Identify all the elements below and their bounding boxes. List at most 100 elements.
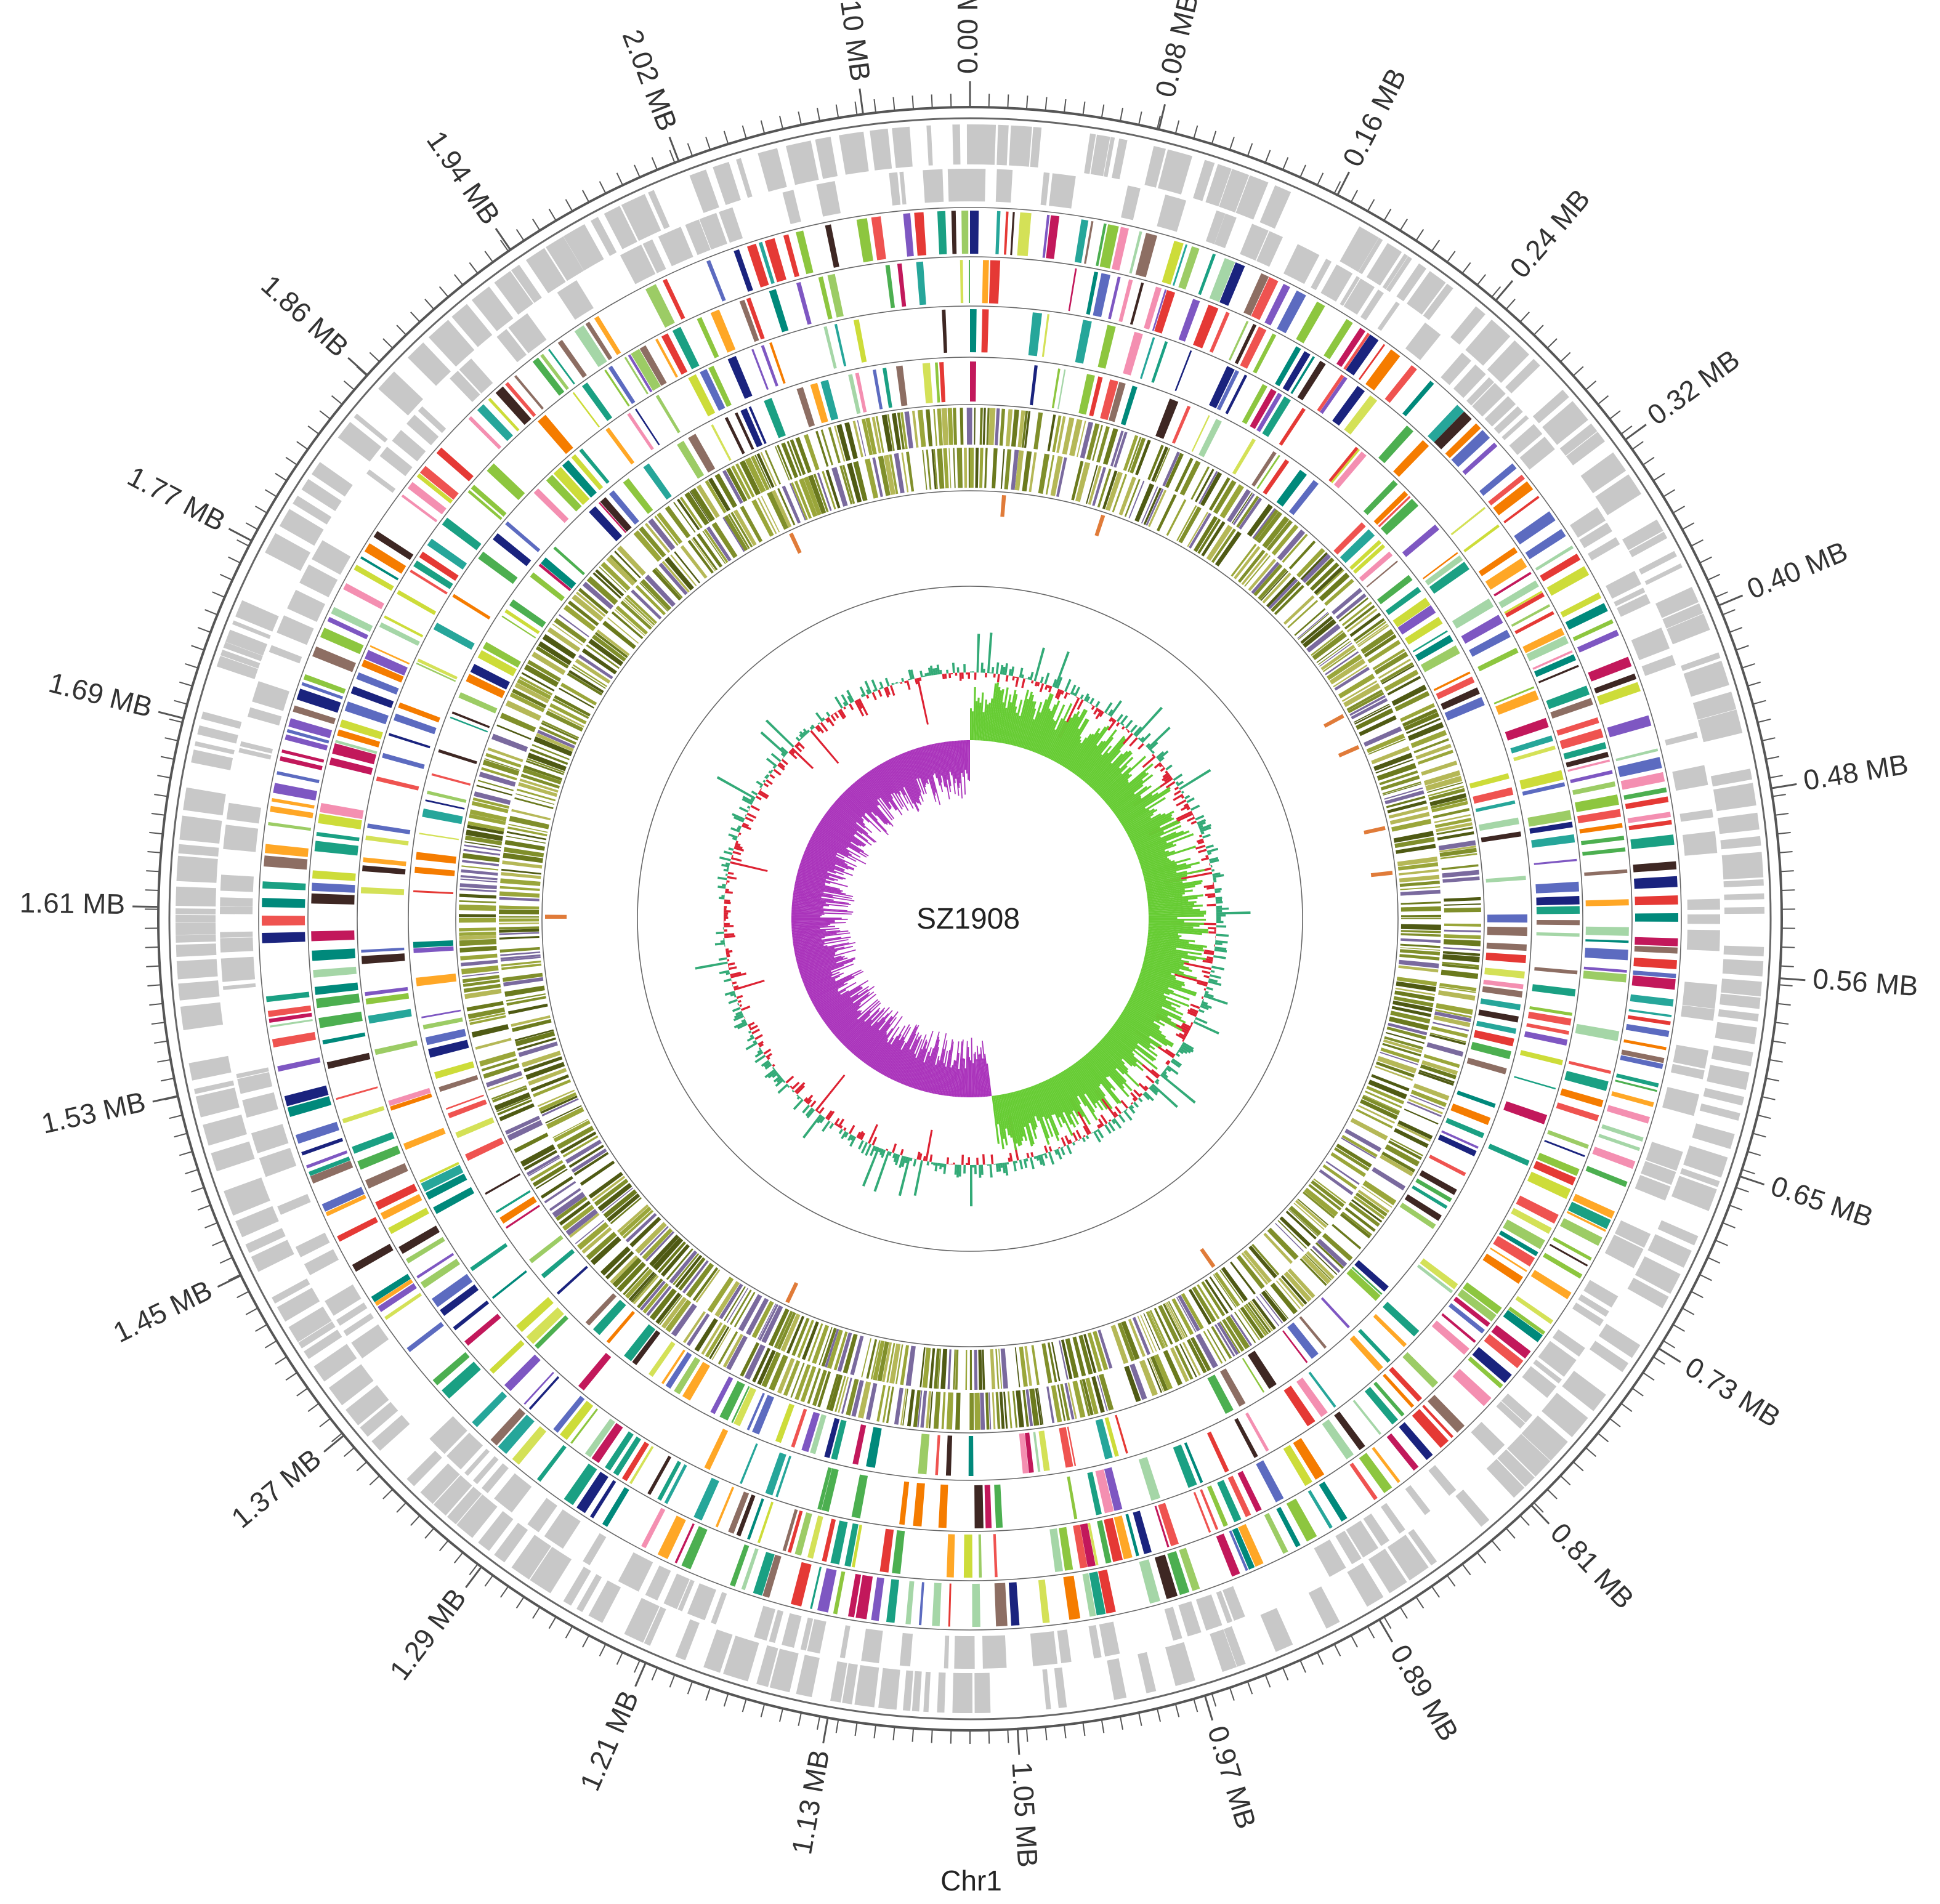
gc-content-bar [754, 1051, 764, 1058]
cog-gene-segment [591, 1422, 623, 1463]
gc-skew-bar [1044, 1080, 1065, 1124]
cog-gene-segment [1480, 998, 1521, 1010]
minor-tick [742, 1698, 747, 1712]
gray-feature-segment [494, 271, 533, 315]
cog-gene-segment [1093, 273, 1110, 317]
gray-feature-segment [1683, 831, 1718, 856]
olive-gene-segment [1400, 930, 1441, 934]
gc-content-bar [972, 1164, 975, 1168]
cog-gene-segment [548, 349, 575, 385]
minor-tick [1663, 1340, 1676, 1349]
gc-content-bar [898, 1157, 911, 1196]
gc-content-bar [1081, 1137, 1086, 1142]
gc-content-bar [1095, 709, 1102, 720]
gc-content-bar [1213, 955, 1226, 959]
cog-gene-segment [489, 1340, 525, 1374]
gc-content-bar [1199, 824, 1211, 831]
olive-gene-segment [1093, 1331, 1109, 1371]
olive-gene-segment [1262, 572, 1291, 604]
gc-content-bar [791, 1081, 800, 1090]
gc-content-bar [1009, 1153, 1013, 1162]
gc-content-bar [728, 966, 730, 968]
cog-gene-segment [427, 791, 467, 803]
gc-skew-bar [817, 825, 860, 853]
olive-gene-segment [496, 724, 531, 740]
gc-content-bar [944, 673, 947, 679]
olive-gene-segment [1118, 477, 1136, 515]
minor-tick [1766, 1078, 1780, 1082]
gray-feature-segment [1627, 1278, 1669, 1309]
olive-gene-segment [878, 456, 891, 496]
gc-content-bar [1134, 706, 1163, 738]
gc-content-bar [735, 842, 741, 847]
olive-gene-segment [1096, 426, 1110, 463]
gc-content-bar [1181, 1044, 1194, 1053]
cog-gene-segment [1546, 685, 1590, 709]
minor-tick [687, 1681, 693, 1695]
cog-gene-segment [1564, 1071, 1609, 1091]
tick-label: 1.61 MB [19, 887, 125, 921]
minor-tick [296, 1387, 309, 1397]
olive-gene-segment [1435, 1009, 1472, 1019]
gc-skew-bar [791, 917, 842, 919]
gc-content-bar [864, 680, 872, 694]
gc-content-bar [1162, 765, 1165, 768]
gray-feature-segment [1320, 264, 1353, 302]
olive-gene-segment [479, 1051, 516, 1067]
gc-skew-bar [928, 1064, 937, 1093]
olive-gene-segment [562, 1135, 599, 1158]
olive-gene-segment [637, 1278, 663, 1309]
minor-tick [532, 1607, 541, 1619]
cog-gene-segment [918, 1582, 924, 1626]
olive-gene-segment [1334, 1147, 1370, 1171]
olive-gene-segment [1045, 454, 1055, 495]
gc-content-bar [723, 919, 726, 921]
cog-gene-segment [1423, 552, 1458, 579]
olive-gene-segment [1413, 1083, 1450, 1101]
cog-gene-segment [1482, 1253, 1523, 1284]
minor-tick [669, 1674, 676, 1688]
gc-skew-bar [1139, 850, 1170, 862]
olive-gene-segment [568, 1145, 604, 1168]
olive-gene-segment [1394, 990, 1435, 1001]
gc-skew-bar [813, 990, 839, 1006]
olive-gene-segment [1011, 450, 1019, 490]
gc-content-bar [879, 687, 882, 690]
minor-tick [1461, 262, 1471, 274]
gc-skew-bar [793, 890, 855, 902]
gc-content-bar [1183, 803, 1189, 807]
gray-feature-segment [1347, 1563, 1384, 1607]
cog-gene-segment [363, 857, 406, 866]
cog-gene-segment [582, 382, 613, 421]
gray-feature-segment [954, 1636, 975, 1669]
gc-content-bar [1052, 679, 1057, 688]
gc-content-bar [1116, 714, 1123, 722]
gray-feature-segment [899, 1632, 913, 1667]
gc-content-bar [728, 847, 734, 851]
gc-skew-bar [1014, 1091, 1026, 1127]
olive-gene-segment [1433, 1022, 1469, 1031]
gc-content-bar [939, 669, 942, 674]
cog-gene-segment [942, 309, 947, 353]
cog-gene-segment [1178, 299, 1200, 342]
gc-content-bar [974, 672, 977, 680]
cog-gene-segment [1100, 379, 1118, 421]
olive-gene-segment [1187, 512, 1209, 547]
olive-gene-segment [839, 465, 853, 505]
gray-feature-segment [1655, 587, 1699, 618]
gray-feature-segment [1057, 1629, 1072, 1663]
olive-gene-segment [499, 922, 540, 925]
gray-feature-segment [1699, 1103, 1740, 1121]
gc-skew-bar [1137, 980, 1190, 1001]
minor-tick [1761, 1096, 1776, 1100]
minor-tick [1546, 338, 1558, 349]
gc-content-bar [1203, 975, 1210, 978]
gray-feature-segment [508, 313, 547, 353]
gc-content-bar [1212, 872, 1221, 876]
olive-gene-segment [572, 664, 607, 687]
olive-gene-segment [726, 467, 748, 502]
cog-gene-segment [490, 1408, 526, 1446]
gc-skew-bar [1101, 1038, 1133, 1067]
gc-skew-bar [925, 1039, 940, 1092]
olive-gene-segment [469, 809, 507, 821]
